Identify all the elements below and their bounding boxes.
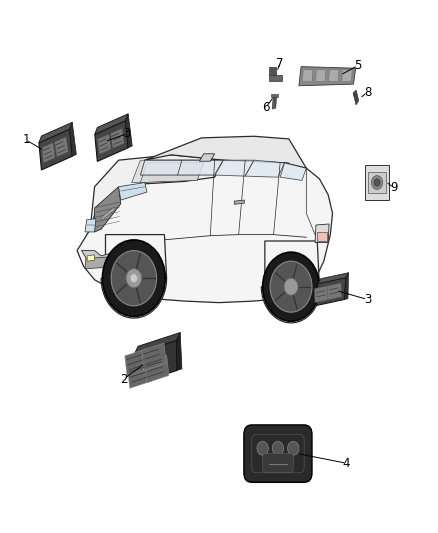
Polygon shape: [315, 70, 326, 82]
Text: 9: 9: [390, 181, 397, 195]
Polygon shape: [177, 333, 182, 370]
Polygon shape: [145, 136, 306, 168]
Text: 3: 3: [124, 127, 131, 140]
Polygon shape: [70, 122, 76, 156]
Circle shape: [263, 252, 319, 321]
Polygon shape: [81, 251, 123, 262]
Polygon shape: [87, 255, 95, 261]
Polygon shape: [261, 241, 321, 323]
Circle shape: [257, 441, 268, 455]
Polygon shape: [134, 341, 177, 384]
Circle shape: [371, 175, 383, 189]
Circle shape: [111, 251, 156, 306]
Polygon shape: [126, 114, 132, 148]
Polygon shape: [365, 165, 389, 199]
Text: 3: 3: [364, 293, 371, 306]
Text: 1: 1: [22, 133, 30, 147]
Polygon shape: [368, 172, 386, 193]
Circle shape: [284, 278, 298, 295]
Polygon shape: [317, 278, 346, 305]
Circle shape: [374, 179, 380, 186]
Text: 2: 2: [120, 373, 127, 386]
Polygon shape: [101, 235, 166, 318]
Text: 4: 4: [343, 457, 350, 470]
Polygon shape: [119, 182, 147, 200]
Polygon shape: [345, 273, 349, 300]
Polygon shape: [95, 114, 128, 134]
Polygon shape: [315, 224, 329, 243]
Polygon shape: [141, 163, 204, 182]
Polygon shape: [55, 137, 68, 157]
Polygon shape: [280, 163, 306, 180]
Polygon shape: [125, 349, 149, 376]
Polygon shape: [317, 232, 327, 241]
FancyBboxPatch shape: [263, 454, 293, 472]
Polygon shape: [269, 75, 283, 82]
Polygon shape: [134, 333, 180, 354]
Polygon shape: [101, 207, 115, 220]
Polygon shape: [132, 160, 197, 182]
Circle shape: [270, 261, 312, 312]
Polygon shape: [97, 134, 111, 154]
Polygon shape: [342, 70, 352, 82]
Polygon shape: [39, 122, 72, 143]
Polygon shape: [314, 286, 329, 303]
Polygon shape: [95, 187, 121, 232]
Polygon shape: [77, 155, 332, 303]
Polygon shape: [327, 283, 342, 300]
Circle shape: [272, 441, 284, 455]
Circle shape: [102, 240, 165, 317]
Polygon shape: [39, 129, 72, 170]
Text: 5: 5: [354, 59, 361, 72]
Polygon shape: [299, 67, 356, 86]
Polygon shape: [110, 128, 124, 148]
FancyBboxPatch shape: [244, 425, 312, 482]
Polygon shape: [85, 219, 96, 232]
Polygon shape: [127, 361, 152, 389]
Polygon shape: [271, 94, 278, 98]
Circle shape: [131, 274, 138, 282]
Polygon shape: [269, 67, 276, 75]
Polygon shape: [328, 70, 339, 82]
Polygon shape: [95, 120, 128, 161]
Polygon shape: [234, 200, 244, 204]
Polygon shape: [85, 256, 124, 269]
Polygon shape: [145, 356, 169, 383]
Circle shape: [126, 269, 142, 288]
Polygon shape: [215, 160, 254, 176]
Text: 6: 6: [262, 101, 270, 114]
Polygon shape: [90, 155, 223, 229]
Text: 8: 8: [364, 86, 371, 99]
Polygon shape: [353, 90, 359, 105]
Polygon shape: [141, 160, 223, 175]
Polygon shape: [199, 154, 215, 161]
Polygon shape: [245, 160, 285, 177]
Polygon shape: [272, 96, 277, 109]
Polygon shape: [141, 343, 166, 370]
Circle shape: [288, 441, 299, 455]
Text: 7: 7: [276, 57, 284, 70]
Polygon shape: [318, 273, 349, 284]
Polygon shape: [302, 70, 313, 82]
Polygon shape: [42, 143, 55, 163]
